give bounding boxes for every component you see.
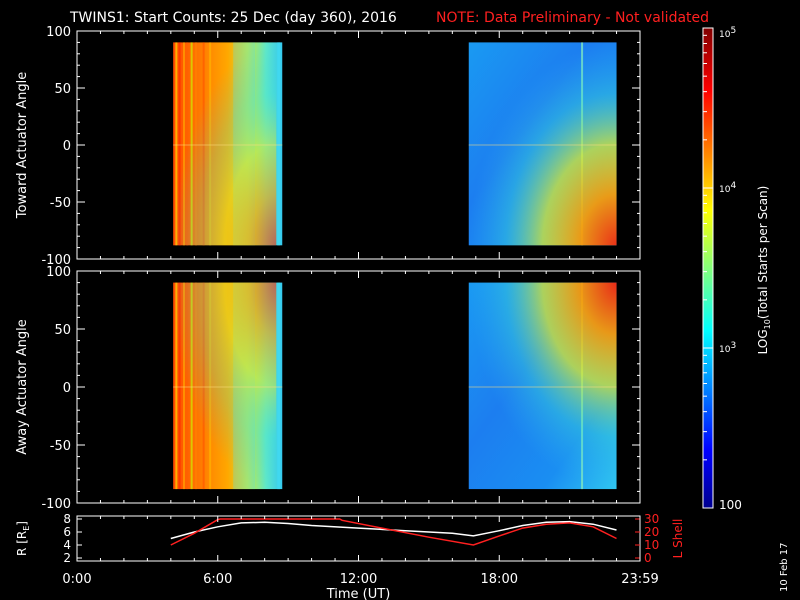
preliminary-note: NOTE: Data Preliminary - Not validated bbox=[436, 10, 709, 26]
y-right-tick-label: 20 bbox=[644, 525, 659, 539]
colorbar-tick-base: 10 bbox=[719, 185, 731, 195]
y-tick-label: 0 bbox=[63, 139, 71, 154]
x-tick-label: 12:00 bbox=[340, 572, 377, 587]
y-tick-label: 0 bbox=[63, 381, 71, 396]
colorbar-tick-base: 10 bbox=[719, 30, 731, 40]
y-axis-label: Away Actuator Angle bbox=[15, 319, 30, 454]
y-tick-label: 8 bbox=[63, 512, 71, 526]
colorbar-tick-exp: 4 bbox=[730, 181, 736, 191]
y-tick-label: 4 bbox=[63, 538, 71, 552]
y-axis-label: Toward Actuator Angle bbox=[15, 72, 30, 219]
colorbar-label-part: (Total Starts per Scan) bbox=[756, 186, 770, 320]
colorbar-tick-label: 103 bbox=[719, 341, 736, 355]
y-tick-label: -100 bbox=[41, 497, 71, 512]
y-axis-label-part: ] bbox=[15, 521, 29, 526]
y-right-tick-label: 0 bbox=[644, 551, 652, 565]
y-tick-label: 50 bbox=[54, 82, 71, 97]
l-shell-line bbox=[170, 518, 617, 546]
colorbar-label-sub: 10 bbox=[763, 319, 772, 329]
heatmap-hotspot bbox=[468, 42, 617, 246]
y-tick-label: 100 bbox=[46, 25, 71, 40]
x-tick-label: 6:00 bbox=[203, 572, 232, 587]
y-right-tick-label: 30 bbox=[644, 512, 659, 526]
y-tick-label: 2 bbox=[63, 551, 71, 565]
radius-line bbox=[170, 520, 617, 540]
date-stamp: 10 Feb 17 bbox=[779, 542, 790, 592]
colorbar-tick-label: 100 bbox=[719, 498, 742, 512]
colorbar-label: LOG10(Total Starts per Scan) bbox=[756, 186, 772, 355]
y-tick-label: 100 bbox=[46, 265, 71, 280]
heatmap-streak bbox=[277, 282, 281, 490]
colorbar-tick-base: 100 bbox=[719, 498, 742, 512]
colorbar-tick-base: 10 bbox=[719, 345, 731, 355]
y-axis-label-sub: E bbox=[22, 526, 31, 531]
y-axis-label: R [RE] bbox=[15, 521, 31, 556]
y-axis-label-part: R [R bbox=[15, 531, 29, 556]
x-tick-label: 23:59 bbox=[621, 572, 658, 587]
y-tick-label: 6 bbox=[63, 525, 71, 539]
colorbar-tick-label: 104 bbox=[719, 181, 736, 195]
colorbar-scale bbox=[702, 27, 714, 509]
colorbar-tick-exp: 5 bbox=[730, 26, 736, 36]
x-tick-label: 0:00 bbox=[62, 572, 91, 587]
y-tick-label: -100 bbox=[41, 253, 71, 268]
heatmap-hotspot bbox=[173, 42, 277, 246]
y-right-axis-label: L Shell bbox=[671, 519, 685, 559]
y-tick-label: 50 bbox=[54, 323, 71, 338]
away-panel: -100 -50 0 50 100 Away Actuator Angle bbox=[15, 265, 641, 512]
y-tick-label: -50 bbox=[50, 439, 71, 454]
y-right-tick-label: 10 bbox=[644, 538, 659, 552]
heatmap-hotspot bbox=[468, 282, 617, 490]
heatmap-hotspot bbox=[173, 282, 277, 490]
colorbar-tick-label: 105 bbox=[719, 26, 736, 40]
colorbar-label-part: LOG bbox=[756, 329, 770, 354]
colorbar-tick-exp: 3 bbox=[730, 341, 736, 351]
x-axis-label: Time (UT) bbox=[326, 587, 391, 600]
heatmap-streak bbox=[277, 42, 281, 246]
toward-panel: -100 -50 0 50 100 Toward Actuator Angle bbox=[15, 25, 641, 268]
chart-title: TWINS1: Start Counts: 25 Dec (day 360), … bbox=[69, 10, 397, 26]
y-tick-label: -50 bbox=[50, 196, 71, 211]
x-tick-label: 18:00 bbox=[481, 572, 518, 587]
